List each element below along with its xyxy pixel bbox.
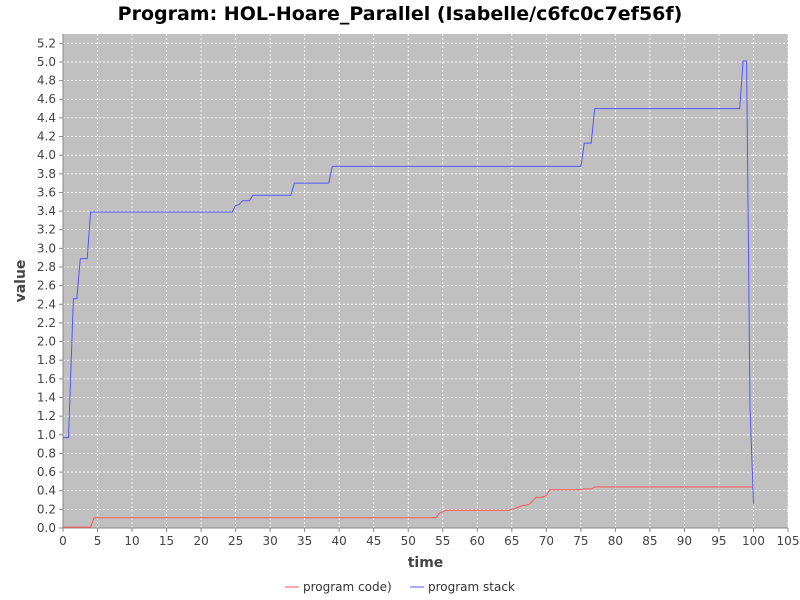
y-tick-label: 4.8 bbox=[37, 74, 56, 88]
y-tick-label: 1.8 bbox=[37, 353, 56, 367]
y-tick-label: 4.4 bbox=[37, 111, 56, 125]
x-tick-label: 40 bbox=[332, 534, 347, 548]
y-tick-label: 0.4 bbox=[37, 484, 56, 498]
y-tick-label: 0.2 bbox=[37, 502, 56, 516]
x-tick-label: 55 bbox=[435, 534, 450, 548]
y-tick-label: 1.0 bbox=[37, 428, 56, 442]
x-tick-label: 85 bbox=[642, 534, 657, 548]
y-tick-label: 3.4 bbox=[37, 204, 56, 218]
y-tick-label: 0.8 bbox=[37, 446, 56, 460]
x-tick-label: 35 bbox=[297, 534, 312, 548]
x-tick-label: 15 bbox=[159, 534, 174, 548]
x-tick-label: 70 bbox=[539, 534, 554, 548]
x-tick-label: 50 bbox=[401, 534, 416, 548]
x-tick-label: 90 bbox=[677, 534, 692, 548]
x-tick-label: 105 bbox=[777, 534, 800, 548]
y-tick-label: 4.6 bbox=[37, 92, 56, 106]
y-tick-label: 2.6 bbox=[37, 279, 56, 293]
y-tick-label: 4.2 bbox=[37, 130, 56, 144]
x-tick-label: 10 bbox=[124, 534, 139, 548]
x-tick-label: 5 bbox=[94, 534, 102, 548]
series-line-1 bbox=[63, 486, 754, 528]
x-tick-label: 60 bbox=[470, 534, 485, 548]
y-tick-label: 3.2 bbox=[37, 223, 56, 237]
x-tick-label: 75 bbox=[573, 534, 588, 548]
x-tick-label: 95 bbox=[711, 534, 726, 548]
x-axis-label: time bbox=[408, 555, 444, 571]
y-tick-label: 3.0 bbox=[37, 241, 56, 255]
series-lines bbox=[63, 60, 754, 528]
y-tick-label: 5.2 bbox=[37, 36, 56, 50]
y-tick-label: 2.2 bbox=[37, 316, 56, 330]
y-axis-label: value bbox=[13, 260, 29, 303]
y-tick-label: 1.6 bbox=[37, 372, 56, 386]
y-tick-label: 2.0 bbox=[37, 335, 56, 349]
axes: 0 5 10 15 20 25 30 35 40 45 50 55 60 65 70 75 80 85 90 95 10… bbox=[37, 34, 800, 548]
x-tick-label: 45 bbox=[366, 534, 381, 548]
series-line-2 bbox=[63, 60, 754, 504]
y-tick-label: 1.4 bbox=[37, 391, 56, 405]
legend: program code) program stack bbox=[285, 580, 515, 594]
y-tick-label: 5.0 bbox=[37, 55, 56, 69]
x-tick-label: 25 bbox=[228, 534, 243, 548]
chart-title: Program: HOL-Hoare_Parallel (Isabelle/c6… bbox=[117, 3, 683, 25]
x-tick-label: 0 bbox=[59, 534, 67, 548]
y-tick-label: 0.6 bbox=[37, 465, 56, 479]
legend-label: program code) bbox=[303, 580, 392, 594]
plot-background bbox=[63, 34, 788, 528]
x-tick-label: 100 bbox=[742, 534, 765, 548]
y-tick-label: 3.6 bbox=[37, 185, 56, 199]
y-tick-label: 3.8 bbox=[37, 167, 56, 181]
legend-label: program stack bbox=[428, 580, 515, 594]
x-tick-label: 20 bbox=[193, 534, 208, 548]
y-tick-label: 2.4 bbox=[37, 297, 56, 311]
x-tick-label: 30 bbox=[263, 534, 278, 548]
x-tick-label: 80 bbox=[608, 534, 623, 548]
x-tick-label: 65 bbox=[504, 534, 519, 548]
y-tick-label: 1.2 bbox=[37, 409, 56, 423]
y-tick-label: 0.0 bbox=[37, 521, 56, 535]
y-tick-label: 4.0 bbox=[37, 148, 56, 162]
y-tick-label: 2.8 bbox=[37, 260, 56, 274]
